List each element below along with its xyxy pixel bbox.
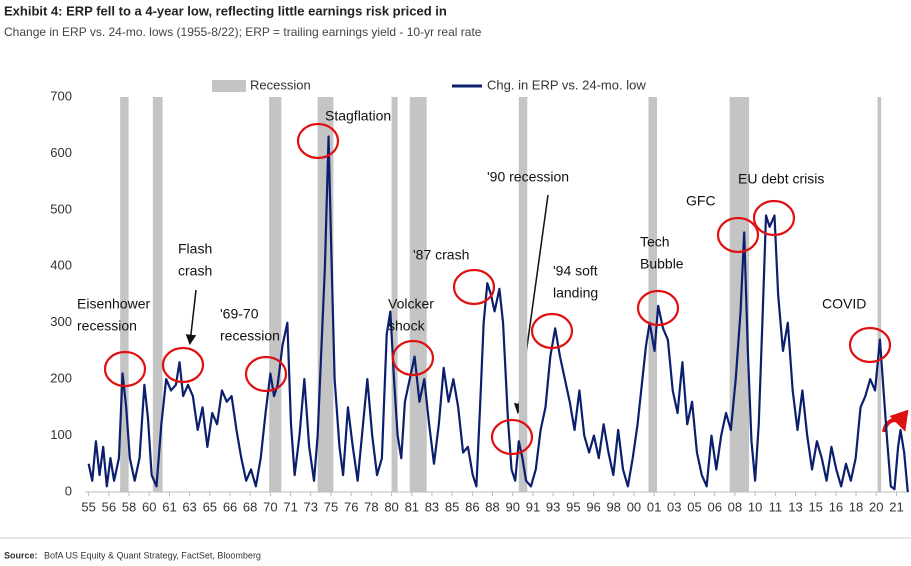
highlight-circle bbox=[716, 216, 760, 254]
x-tick-label: 90 bbox=[506, 499, 520, 514]
x-tick-label: 00 bbox=[627, 499, 641, 514]
x-tick-label: 70 bbox=[263, 499, 277, 514]
chart-title: Exhibit 4: ERP fell to a 4-year low, ref… bbox=[4, 3, 447, 18]
x-tick-label: 81 bbox=[405, 499, 419, 514]
recession-band bbox=[120, 97, 129, 492]
annotation: '94 soft bbox=[553, 263, 598, 279]
annotation: Volcker bbox=[388, 296, 434, 312]
recession-band bbox=[648, 97, 657, 492]
highlight-circle bbox=[490, 418, 534, 456]
highlight-circle bbox=[244, 355, 288, 393]
x-tick-label: 15 bbox=[808, 499, 822, 514]
x-tick-label: 56 bbox=[102, 499, 116, 514]
x-tick-label: 16 bbox=[829, 499, 843, 514]
x-tick-label: 65 bbox=[203, 499, 217, 514]
x-tick-label: 86 bbox=[465, 499, 479, 514]
x-tick-label: 18 bbox=[849, 499, 863, 514]
x-tick-label: 10 bbox=[748, 499, 762, 514]
y-tick-label: 500 bbox=[50, 201, 72, 216]
y-tick-label: 0 bbox=[65, 483, 72, 498]
annotation: '69-70 bbox=[220, 306, 259, 322]
y-tick-label: 100 bbox=[50, 427, 72, 442]
recession-band bbox=[877, 97, 882, 492]
annotation: '90 recession bbox=[487, 169, 569, 185]
x-tick-label: 05 bbox=[687, 499, 701, 514]
annotation: recession bbox=[220, 328, 280, 344]
y-tick-label: 300 bbox=[50, 314, 72, 329]
highlight-circle bbox=[530, 312, 574, 350]
red-arrow bbox=[882, 409, 909, 433]
x-tick-label: 73 bbox=[304, 499, 318, 514]
x-tick-label: 71 bbox=[283, 499, 297, 514]
y-tick-label: 700 bbox=[50, 88, 72, 103]
annotation: EU debt crisis bbox=[738, 171, 824, 187]
x-tick-label: 01 bbox=[647, 499, 661, 514]
legend-label: Recession bbox=[250, 77, 311, 92]
line-series bbox=[87, 135, 909, 493]
x-tick-label: 75 bbox=[324, 499, 338, 514]
highlight-circle bbox=[636, 289, 680, 327]
recession-band bbox=[269, 97, 282, 492]
x-tick-label: 11 bbox=[769, 499, 783, 514]
y-tick-label: 200 bbox=[50, 371, 72, 386]
x-tick-label: 55 bbox=[81, 499, 95, 514]
highlight-circle bbox=[391, 339, 435, 377]
annotation: GFC bbox=[686, 193, 716, 209]
x-tick-label: 60 bbox=[142, 499, 156, 514]
legend-label: Chg. in ERP vs. 24-mo. low bbox=[487, 77, 646, 92]
annotation: Stagflation bbox=[325, 108, 391, 124]
highlight-circle bbox=[752, 199, 796, 237]
x-tick-label: 95 bbox=[566, 499, 580, 514]
x-tick-label: 06 bbox=[708, 499, 722, 514]
x-tick-label: 63 bbox=[182, 499, 196, 514]
highlight-circle bbox=[103, 350, 147, 388]
annotation: crash bbox=[178, 263, 212, 279]
x-tick-label: 85 bbox=[445, 499, 459, 514]
x-tick-label: 08 bbox=[728, 499, 742, 514]
annotation: Tech bbox=[640, 234, 670, 250]
x-tick-label: 68 bbox=[243, 499, 257, 514]
x-tick-label: 13 bbox=[788, 499, 802, 514]
recession-band bbox=[391, 97, 398, 492]
x-tick-label: 66 bbox=[223, 499, 237, 514]
legend-swatch bbox=[212, 80, 246, 92]
highlight-circle bbox=[161, 346, 205, 384]
highlight-circle bbox=[452, 268, 496, 306]
arrow bbox=[185, 289, 197, 346]
x-tick-label: 83 bbox=[425, 499, 439, 514]
source-label: Source: bbox=[4, 550, 38, 560]
x-tick-label: 80 bbox=[384, 499, 398, 514]
annotation: recession bbox=[77, 318, 137, 334]
annotation: COVID bbox=[822, 296, 866, 312]
x-tick-label: 98 bbox=[606, 499, 620, 514]
annotation: shock bbox=[388, 318, 426, 334]
y-tick-label: 600 bbox=[50, 145, 72, 160]
x-tick-label: 20 bbox=[869, 499, 883, 514]
y-tick-label: 400 bbox=[50, 258, 72, 273]
annotation: landing bbox=[553, 285, 598, 301]
annotation: Flash bbox=[178, 241, 212, 257]
x-tick-label: 58 bbox=[122, 499, 136, 514]
x-tick-label: 88 bbox=[485, 499, 499, 514]
annotation: '87 crash bbox=[413, 247, 469, 263]
x-tick-label: 96 bbox=[586, 499, 600, 514]
x-tick-label: 91 bbox=[526, 499, 540, 514]
x-tick-label: 93 bbox=[546, 499, 560, 514]
x-tick-label: 78 bbox=[364, 499, 378, 514]
highlight-circle bbox=[848, 326, 892, 364]
recession-band bbox=[409, 97, 427, 492]
x-tick-label: 76 bbox=[344, 499, 358, 514]
source: BofA US Equity & Quant Strategy, FactSet… bbox=[44, 550, 261, 560]
recession-band bbox=[152, 97, 163, 492]
x-tick-label: 21 bbox=[889, 499, 903, 514]
annotation: Eisenhower bbox=[77, 296, 150, 312]
recession-band bbox=[518, 97, 528, 492]
x-tick-label: 03 bbox=[667, 499, 681, 514]
x-tick-label: 61 bbox=[162, 499, 176, 514]
annotation: Bubble bbox=[640, 256, 684, 272]
chart-subtitle: Change in ERP vs. 24-mo. lows (1955-8/22… bbox=[4, 25, 482, 39]
highlight-circle bbox=[296, 122, 340, 160]
